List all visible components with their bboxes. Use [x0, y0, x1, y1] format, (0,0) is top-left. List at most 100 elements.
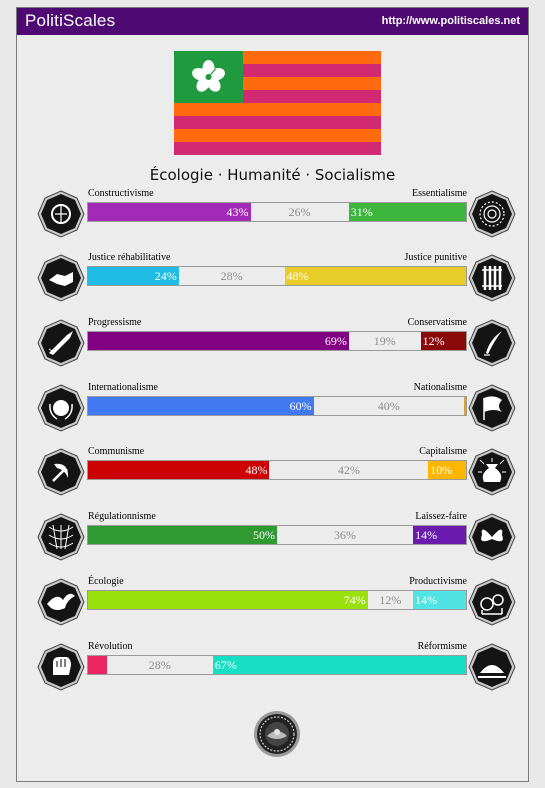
- flag: [174, 51, 381, 155]
- axis-center-percent: 28%: [220, 269, 243, 283]
- hibiscus-icon: [192, 60, 225, 92]
- quill-icon: [468, 319, 516, 367]
- axis-center-percent: 12%: [379, 593, 402, 607]
- axis-left-segment: 43%: [88, 203, 251, 221]
- axis-right-percent: 14%: [415, 593, 438, 607]
- axis-row: Justice réhabilitative Justice punitive 24…: [17, 252, 528, 308]
- axis-left-label: Écologie: [88, 576, 124, 587]
- prison-bars-icon: [468, 254, 516, 302]
- site-header: PolitiScales http://www.politiscales.net: [17, 8, 528, 35]
- politiscales-seal-icon: [254, 711, 300, 757]
- axis-right-label: Réformisme: [417, 641, 467, 652]
- axis-left-label: Régulationnisme: [88, 511, 156, 522]
- axis-center-percent: 19%: [373, 334, 396, 348]
- axis-center-percent: 28%: [148, 658, 171, 672]
- axis-left-label: Justice réhabilitative: [88, 252, 171, 263]
- world-laurel-icon: [37, 384, 85, 432]
- axis-bar: 24% 28% 48%: [87, 266, 467, 286]
- axis-row: Écologie Productivisme 74% 12% 14%: [17, 576, 528, 632]
- axis-bar: 60% 40%: [87, 396, 467, 416]
- axis-right-percent: 31%: [350, 205, 373, 219]
- axis-center-segment: 42%: [269, 461, 429, 479]
- axis-center-segment: 28%: [178, 267, 285, 285]
- axis-left-label: Révolution: [88, 641, 133, 652]
- axis-right-segment: 12%: [420, 332, 466, 350]
- axis-left-segment: 74%: [88, 591, 368, 609]
- axis-row: Progressisme Conservatisme 69% 19% 12%: [17, 317, 528, 373]
- money-bag-icon: [468, 448, 516, 496]
- axis-right-segment: 10%: [428, 461, 466, 479]
- axis-bar: 48% 42% 10%: [87, 460, 467, 480]
- flag-icon: [468, 384, 516, 432]
- axis-center-segment: 12%: [367, 591, 414, 609]
- axis-right-label: Nationalisme: [413, 382, 467, 393]
- axis-bar: 69% 19% 12%: [87, 331, 467, 351]
- flag-stripe: [174, 129, 381, 143]
- axis-left-segment: 24%: [88, 267, 179, 285]
- axis-bar: 74% 12% 14%: [87, 590, 467, 610]
- axis-row: Révolution Réformisme 28% 67%: [17, 641, 528, 697]
- ideology-slogan: Écologie · Humanité · Socialisme: [149, 166, 396, 184]
- axis-left-percent: 43%: [226, 205, 249, 219]
- site-url[interactable]: http://www.politiscales.net: [381, 15, 520, 27]
- axis-right-segment: 31%: [348, 203, 466, 221]
- rocket-icon: [37, 319, 85, 367]
- flag-stripe: [174, 116, 381, 130]
- axis-right-label: Conservatisme: [407, 317, 467, 328]
- axis-right-percent: 14%: [415, 528, 438, 542]
- axis-left-percent: 48%: [245, 463, 268, 477]
- axis-right-segment: [464, 397, 466, 415]
- parliament-icon: [468, 643, 516, 691]
- axis-right-percent: 48%: [286, 269, 309, 283]
- flower-icon: [468, 190, 516, 238]
- axis-right-percent: 10%: [430, 463, 453, 477]
- axis-center-percent: 42%: [337, 463, 360, 477]
- axis-bar: 43% 26% 31%: [87, 202, 467, 222]
- axis-right-segment: 67%: [212, 656, 466, 674]
- axis-right-percent: 12%: [422, 334, 445, 348]
- axis-center-segment: 28%: [106, 656, 213, 674]
- axis-right-label: Laissez-faire: [415, 511, 467, 522]
- axis-left-percent: 24%: [154, 269, 177, 283]
- axis-left-percent: 74%: [343, 593, 366, 607]
- axis-right-segment: 14%: [413, 526, 466, 544]
- axis-center-percent: 26%: [288, 205, 311, 219]
- axis-right-segment: 48%: [284, 267, 466, 285]
- axis-right-percent: 67%: [214, 658, 237, 672]
- axis-bar: 50% 36% 14%: [87, 525, 467, 545]
- eagle-icon: [37, 578, 85, 626]
- axis-left-segment: 69%: [88, 332, 349, 350]
- brand-title: PolitiScales: [25, 11, 116, 30]
- hammer-sickle-icon: [37, 448, 85, 496]
- axis-row: Régulationnisme Laissez-faire 50% 36% 14%: [17, 511, 528, 567]
- axis-row: Constructivisme Essentialisme 43% 26% 31%: [17, 188, 528, 244]
- net-icon: [37, 513, 85, 561]
- axis-right-label: Productivisme: [409, 576, 467, 587]
- axis-left-label: Communisme: [88, 446, 145, 457]
- axis-left-label: Constructivisme: [88, 188, 154, 199]
- axis-left-label: Progressisme: [88, 317, 142, 328]
- axis-left-label: Internationalisme: [88, 382, 158, 393]
- axis-center-segment: 36%: [277, 526, 414, 544]
- axis-center-segment: 19%: [348, 332, 421, 350]
- flag-stripe: [174, 142, 381, 155]
- axis-bar: 28% 67%: [87, 655, 467, 675]
- axis-left-percent: 60%: [289, 399, 312, 413]
- butterfly-icon: [468, 513, 516, 561]
- axis-center-percent: 36%: [334, 528, 357, 542]
- axis-right-label: Justice punitive: [404, 252, 468, 263]
- axis-left-segment: 48%: [88, 461, 270, 479]
- axis-center-percent: 40%: [377, 399, 400, 413]
- axis-left-segment: 50%: [88, 526, 277, 544]
- factory-gears-icon: [468, 578, 516, 626]
- axis-right-segment: 14%: [413, 591, 466, 609]
- axis-center-segment: 40%: [313, 397, 464, 415]
- handshake-icon: [37, 254, 85, 302]
- axis-left-segment: 60%: [88, 397, 314, 415]
- flag-stripe: [174, 103, 381, 117]
- axis-right-label: Essentialisme: [412, 188, 467, 199]
- axis-left-percent: 50%: [253, 528, 275, 542]
- axis-center-segment: 26%: [250, 203, 349, 221]
- globe-icon: [37, 190, 85, 238]
- axis-left-percent: 69%: [324, 334, 347, 348]
